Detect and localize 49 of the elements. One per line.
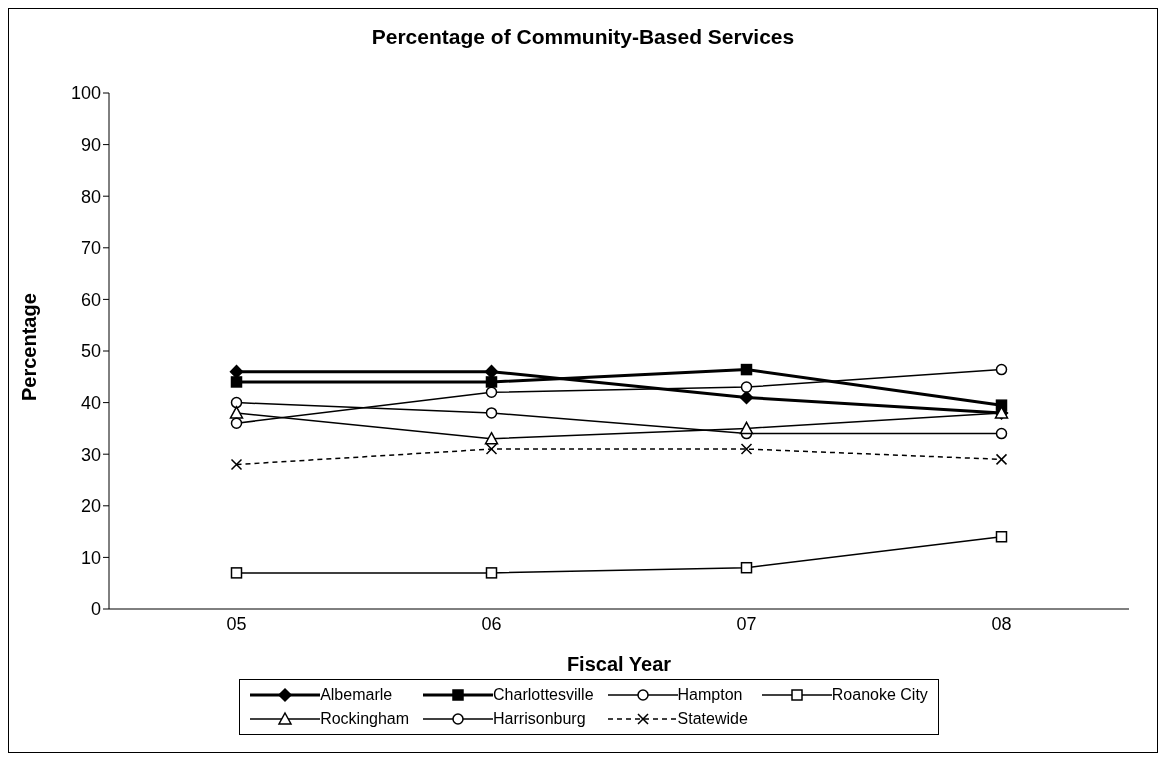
point bbox=[230, 396, 243, 409]
point bbox=[739, 421, 754, 435]
point bbox=[995, 427, 1008, 440]
point bbox=[230, 458, 243, 471]
legend-label: Statewide bbox=[677, 710, 748, 728]
y-tick-label: 50 bbox=[80, 341, 101, 362]
y-tick-label: 80 bbox=[80, 186, 101, 207]
point bbox=[485, 567, 498, 579]
point bbox=[230, 376, 243, 388]
y-tick-label: 0 bbox=[90, 599, 101, 620]
y-tick-label: 90 bbox=[80, 134, 101, 155]
y-tick-label: 10 bbox=[80, 547, 101, 568]
point bbox=[740, 443, 753, 455]
y-tick-label: 30 bbox=[80, 444, 101, 465]
x-tick-label: 08 bbox=[991, 613, 1012, 634]
point bbox=[740, 363, 753, 376]
legend-label: Rockingham bbox=[320, 710, 410, 728]
point bbox=[740, 381, 753, 393]
point bbox=[740, 561, 753, 574]
y-tick-label: 100 bbox=[70, 83, 101, 104]
point bbox=[485, 407, 498, 419]
point bbox=[484, 431, 499, 445]
legend-label: Albemarle bbox=[320, 686, 393, 704]
point bbox=[995, 363, 1008, 376]
x-tick-label: 07 bbox=[736, 613, 757, 634]
x-tick-label: 06 bbox=[481, 613, 502, 634]
y-tick-label: 40 bbox=[80, 392, 101, 413]
y-axis-title: Percentage bbox=[18, 293, 41, 401]
point bbox=[995, 453, 1008, 466]
legend-label: Charlottesville bbox=[493, 686, 594, 704]
point bbox=[995, 531, 1008, 543]
legend-label: Harrisonburg bbox=[493, 710, 586, 728]
y-tick-label: 20 bbox=[80, 496, 101, 517]
y-tick-label: 60 bbox=[80, 289, 101, 310]
point bbox=[485, 386, 498, 399]
point bbox=[739, 390, 754, 405]
legend-label: Roanoke City bbox=[831, 686, 928, 704]
point bbox=[229, 364, 244, 379]
point bbox=[485, 376, 498, 388]
point bbox=[230, 417, 243, 429]
point bbox=[230, 567, 243, 579]
point bbox=[229, 406, 244, 419]
y-tick-label: 70 bbox=[80, 238, 101, 259]
point bbox=[484, 364, 499, 379]
x-axis-title: Fiscal Year bbox=[566, 653, 672, 675]
x-tick-label: 05 bbox=[226, 613, 247, 634]
point bbox=[485, 443, 498, 455]
legend-label: Hampton bbox=[677, 686, 743, 704]
chart-title: Percentage of Community-Based Services bbox=[370, 25, 796, 50]
